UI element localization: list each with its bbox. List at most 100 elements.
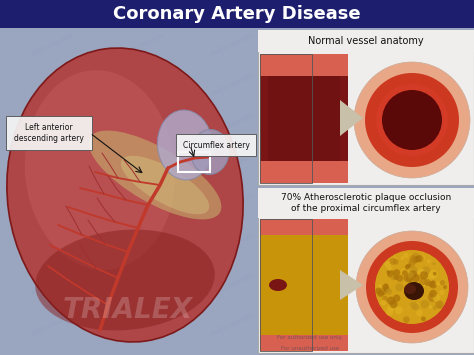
Circle shape xyxy=(427,279,435,287)
Circle shape xyxy=(395,306,403,314)
Circle shape xyxy=(387,270,391,274)
Circle shape xyxy=(412,256,419,263)
Circle shape xyxy=(415,272,418,275)
FancyBboxPatch shape xyxy=(260,219,348,351)
Circle shape xyxy=(432,281,437,285)
Circle shape xyxy=(435,300,444,308)
Circle shape xyxy=(409,259,416,266)
Text: TrialEx Copyright.: TrialEx Copyright. xyxy=(30,273,76,297)
Circle shape xyxy=(407,282,415,291)
Circle shape xyxy=(403,275,409,281)
Circle shape xyxy=(410,302,418,309)
Text: TrialEx Copyright.: TrialEx Copyright. xyxy=(390,153,436,178)
Circle shape xyxy=(412,304,419,310)
Circle shape xyxy=(377,290,384,297)
Circle shape xyxy=(412,274,420,282)
Text: TrialEx Copyright.: TrialEx Copyright. xyxy=(210,33,256,58)
Ellipse shape xyxy=(404,284,416,294)
Text: Normal vessel anatomy: Normal vessel anatomy xyxy=(308,36,424,46)
Text: TrialEx Copyright.: TrialEx Copyright. xyxy=(210,312,256,338)
Circle shape xyxy=(384,261,391,268)
Polygon shape xyxy=(340,100,363,136)
Circle shape xyxy=(396,275,403,282)
Circle shape xyxy=(426,272,435,281)
Circle shape xyxy=(432,294,440,302)
Circle shape xyxy=(381,300,386,305)
Text: For unauthorized use: For unauthorized use xyxy=(281,345,339,350)
Circle shape xyxy=(406,275,413,282)
Ellipse shape xyxy=(269,279,287,291)
Circle shape xyxy=(415,255,422,262)
Circle shape xyxy=(366,241,458,333)
Circle shape xyxy=(420,271,428,279)
Text: Circumflex artery: Circumflex artery xyxy=(182,141,249,149)
Circle shape xyxy=(440,280,445,285)
Text: For authorized use only.: For authorized use only. xyxy=(277,335,343,340)
Ellipse shape xyxy=(121,156,209,214)
Circle shape xyxy=(407,290,416,298)
Circle shape xyxy=(401,269,408,276)
Circle shape xyxy=(416,255,424,262)
Text: TrialEx Copyright.: TrialEx Copyright. xyxy=(30,233,76,257)
Circle shape xyxy=(365,73,459,167)
Circle shape xyxy=(425,281,429,286)
Circle shape xyxy=(433,306,437,310)
FancyBboxPatch shape xyxy=(268,76,340,161)
Ellipse shape xyxy=(157,110,212,180)
FancyBboxPatch shape xyxy=(258,30,474,185)
Circle shape xyxy=(416,310,423,316)
Circle shape xyxy=(377,284,383,289)
Circle shape xyxy=(419,278,427,285)
Circle shape xyxy=(390,258,397,265)
FancyBboxPatch shape xyxy=(0,0,474,28)
Text: TrialEx Copyright.: TrialEx Copyright. xyxy=(300,72,346,97)
Text: TrialEx Copyright.: TrialEx Copyright. xyxy=(210,233,256,257)
Circle shape xyxy=(429,270,438,279)
Circle shape xyxy=(405,264,410,270)
Circle shape xyxy=(403,316,410,323)
Text: TrialEx Copyright.: TrialEx Copyright. xyxy=(300,192,346,217)
Circle shape xyxy=(429,281,437,289)
Circle shape xyxy=(397,275,403,281)
Ellipse shape xyxy=(35,230,215,331)
Text: TrialEx Copyright.: TrialEx Copyright. xyxy=(120,113,166,137)
Circle shape xyxy=(403,253,409,258)
Circle shape xyxy=(390,257,398,264)
Circle shape xyxy=(385,308,393,316)
Text: TrialEx Copyright.: TrialEx Copyright. xyxy=(30,33,76,58)
FancyBboxPatch shape xyxy=(258,188,474,218)
Text: TrialEx Copyright.: TrialEx Copyright. xyxy=(390,72,436,97)
Text: TrialEx Copyright.: TrialEx Copyright. xyxy=(30,153,76,178)
Circle shape xyxy=(412,281,415,284)
Text: TrialEx Copyright.: TrialEx Copyright. xyxy=(390,233,436,257)
FancyBboxPatch shape xyxy=(176,134,256,156)
Text: TrialEx Copyright.: TrialEx Copyright. xyxy=(120,273,166,297)
Text: TrialEx Copyright.: TrialEx Copyright. xyxy=(120,72,166,97)
Text: TrialEx Copyright.: TrialEx Copyright. xyxy=(120,153,166,178)
Circle shape xyxy=(407,264,411,269)
Text: TrialEx Copyright.: TrialEx Copyright. xyxy=(210,273,256,297)
Circle shape xyxy=(387,266,392,271)
Text: TrialEx Copyright.: TrialEx Copyright. xyxy=(300,273,346,297)
Text: TrialEx Copyright.: TrialEx Copyright. xyxy=(390,33,436,58)
Text: TrialEx Copyright.: TrialEx Copyright. xyxy=(30,312,76,338)
Circle shape xyxy=(382,284,389,291)
Text: TRIALEX: TRIALEX xyxy=(63,296,193,324)
Circle shape xyxy=(432,262,436,265)
FancyBboxPatch shape xyxy=(6,116,92,150)
Text: TrialEx Copyright.: TrialEx Copyright. xyxy=(300,312,346,338)
Text: TrialEx Copyright.: TrialEx Copyright. xyxy=(210,153,256,178)
Text: TrialEx Copyright.: TrialEx Copyright. xyxy=(30,72,76,97)
Circle shape xyxy=(402,270,408,276)
Circle shape xyxy=(421,266,430,275)
Ellipse shape xyxy=(89,131,221,219)
Circle shape xyxy=(395,283,403,291)
Circle shape xyxy=(421,317,426,321)
Ellipse shape xyxy=(404,282,424,300)
Circle shape xyxy=(391,275,396,280)
Text: TrialEx Copyright.: TrialEx Copyright. xyxy=(300,153,346,178)
Circle shape xyxy=(433,272,437,275)
Circle shape xyxy=(393,295,401,302)
Circle shape xyxy=(375,250,449,324)
Circle shape xyxy=(387,296,395,305)
